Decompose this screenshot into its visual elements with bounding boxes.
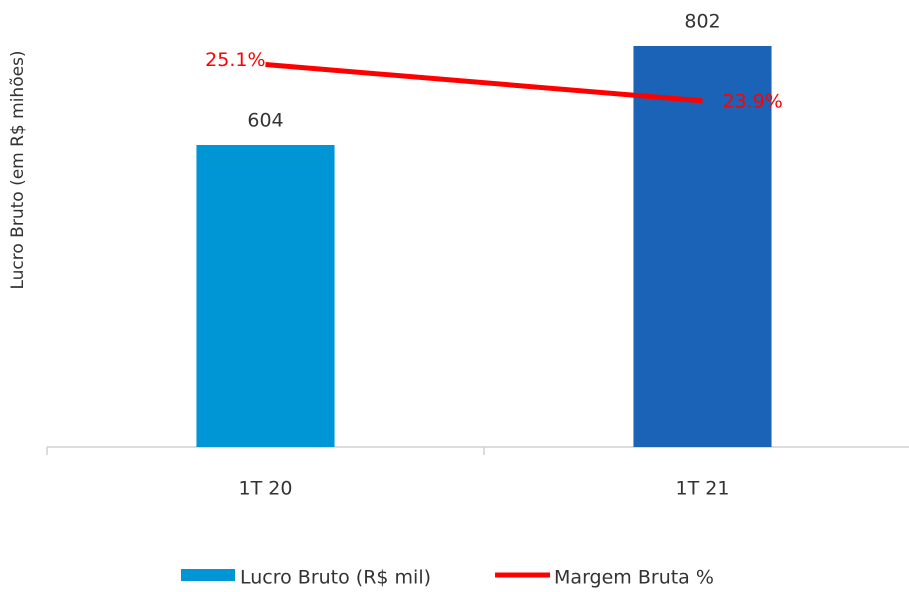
data-label: 802	[684, 11, 720, 33]
bar	[196, 145, 335, 447]
x-tick-label: 1T 20	[239, 478, 293, 500]
legend-swatch	[181, 569, 235, 581]
legend-label: Margem Bruta %	[554, 567, 714, 589]
legend-label: Lucro Bruto (R$ mil)	[240, 567, 431, 589]
x-tick-label: 1T 21	[676, 478, 730, 500]
data-label: 25.1%	[205, 49, 265, 71]
data-label: 23.9%	[723, 90, 783, 112]
bar	[633, 46, 772, 447]
line	[265, 62, 703, 104]
y-axis-title: Lucro Bruto (em R$ mihões)	[8, 50, 28, 289]
data-label: 604	[247, 110, 283, 132]
